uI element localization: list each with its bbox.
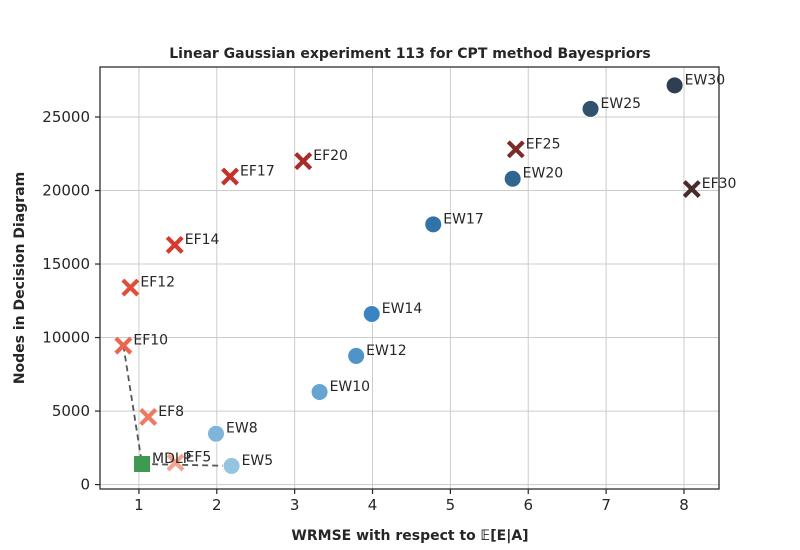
x-tick-label: 6 (523, 496, 533, 514)
point-ef25-stroke-b (506, 140, 525, 159)
label-ew12: EW12 (366, 343, 407, 359)
point-ef10 (114, 336, 133, 355)
label-ew17: EW17 (443, 211, 484, 227)
point-ef10-stroke-b (114, 336, 133, 355)
points-layer (114, 76, 701, 475)
point-mdlp (134, 456, 151, 473)
point-ef8 (139, 407, 158, 426)
point-ef25 (506, 140, 525, 159)
label-ef14: EF14 (185, 232, 220, 248)
point-ew12 (347, 346, 366, 365)
point-ef12-stroke-b (121, 278, 140, 297)
y-axis-label: Nodes in Decision Diagram (12, 172, 28, 384)
label-ef12: EF12 (140, 275, 175, 291)
label-ew30: EW30 (685, 72, 726, 88)
ticks-layer: 1 2 3 4 5 6 7 8 0 5000 10000 15000 20000 25000 (42, 108, 688, 514)
y-tick-label: 0 (80, 476, 90, 494)
point-ef14 (165, 235, 184, 254)
chart-title: Linear Gaussian experiment 113 for CPT m… (169, 46, 650, 62)
label-ew8: EW8 (226, 421, 258, 437)
point-ew20 (503, 169, 522, 188)
point-ef30 (682, 180, 701, 199)
label-ef20: EF20 (313, 148, 348, 164)
y-tick-label: 15000 (42, 255, 90, 273)
label-ef8: EF8 (158, 404, 184, 420)
y-tick-label: 20000 (42, 182, 90, 200)
point-ew8 (207, 424, 226, 443)
x-tick-label: 5 (446, 496, 456, 514)
labels-layer: EW5 EW8 EW10 EW12 EW14 EW17 EW20 EW25 EW30 EF5 EF8… (133, 72, 736, 469)
label-ef25: EF25 (526, 136, 561, 152)
point-ef30-stroke-b (682, 180, 701, 199)
y-tick-label: 5000 (52, 402, 90, 420)
point-ef5 (166, 453, 185, 472)
label-ew5: EW5 (242, 453, 274, 469)
point-ef17 (221, 167, 239, 186)
grid-layer (100, 67, 719, 489)
point-ef20 (294, 152, 313, 171)
frontier-layer (122, 345, 232, 467)
label-mdlp: MDLP (152, 451, 191, 467)
point-ew17 (424, 215, 443, 234)
label-ef10: EF10 (133, 333, 168, 349)
label-ef17: EF17 (240, 164, 275, 180)
point-ew5 (222, 456, 241, 475)
x-tick-label: 7 (601, 496, 611, 514)
label-ew10: EW10 (330, 379, 371, 395)
label-ew20: EW20 (523, 166, 564, 182)
label-ef5: EF5 (186, 450, 212, 466)
x-tick-label: 1 (134, 496, 144, 514)
point-ew25 (581, 99, 600, 118)
y-tick-label: 25000 (42, 108, 90, 126)
point-ef5-stroke-b (166, 453, 185, 472)
x-tick-label: 8 (679, 496, 689, 514)
point-ew30 (665, 76, 684, 95)
x-axis-label: WRMSE with respect to 𝔼[E|A] (291, 528, 528, 544)
pareto-frontier-line (122, 345, 232, 467)
point-ef20-stroke-b (294, 152, 313, 171)
point-ef14-stroke-b (165, 235, 184, 254)
label-ew14: EW14 (382, 301, 423, 317)
point-ef8-stroke-b (139, 407, 158, 426)
x-tick-label: 3 (290, 496, 300, 514)
point-ef12 (121, 278, 140, 297)
x-tick-label: 2 (212, 496, 222, 514)
y-tick-label: 10000 (42, 329, 90, 347)
point-ef17-stroke-b (221, 167, 239, 186)
x-tick-label: 4 (368, 496, 378, 514)
point-ew14 (362, 305, 381, 324)
label-ew25: EW25 (601, 96, 642, 112)
plot-frame (99, 66, 720, 490)
point-ew10 (310, 382, 329, 401)
